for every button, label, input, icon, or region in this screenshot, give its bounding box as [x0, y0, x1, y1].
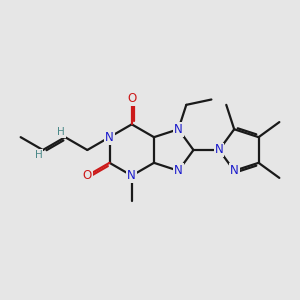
Text: N: N: [105, 131, 114, 144]
Text: N: N: [174, 123, 183, 136]
Text: H: H: [57, 127, 65, 137]
Text: O: O: [127, 92, 136, 105]
Text: O: O: [83, 169, 92, 182]
Text: N: N: [128, 169, 136, 182]
Text: H: H: [35, 150, 43, 160]
Text: N: N: [174, 164, 183, 177]
Text: N: N: [215, 143, 224, 157]
Text: N: N: [230, 164, 239, 177]
